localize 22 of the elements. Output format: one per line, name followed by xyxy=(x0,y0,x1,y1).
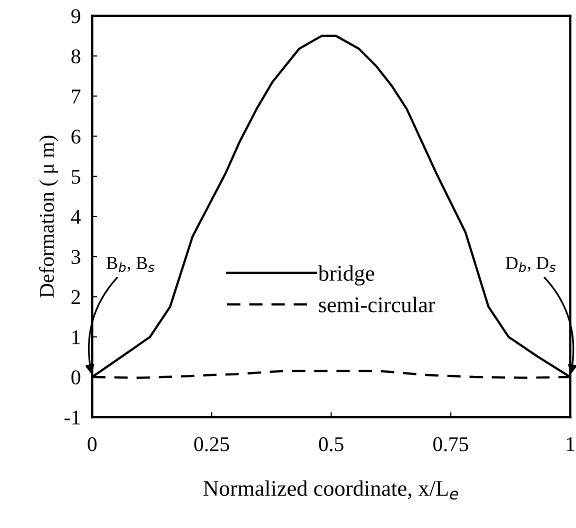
y-tick-label: 9 xyxy=(71,9,80,24)
x-axis-title: Normalized coordinate, x/L$_{e}$ xyxy=(204,480,458,500)
y-tick-label: 5 xyxy=(72,170,80,184)
x-tick-label: 0.25 xyxy=(194,437,230,452)
y-tick-label: 8 xyxy=(71,49,80,64)
y-axis-title: Deformation ( μ m) xyxy=(39,136,58,298)
annotation: D$_{b}$, D$_{s}$ xyxy=(506,257,556,272)
legend-label: semi-circular xyxy=(319,296,436,312)
y-tick-label: 1 xyxy=(72,330,80,344)
y-tick-label: 3 xyxy=(72,250,80,264)
x-tick-label: 0 xyxy=(88,437,97,452)
y-tick-label: -1 xyxy=(64,410,80,424)
x-tick-label: 0.5 xyxy=(318,437,344,452)
y-tick-label: 4 xyxy=(71,210,81,224)
annotation: B$_{b}$, B$_{s}$ xyxy=(106,257,154,272)
y-tick-label: 2 xyxy=(72,290,80,304)
y-tick-label: 6 xyxy=(72,130,80,144)
y-tick-label: 7 xyxy=(72,90,80,104)
legend-label: bridge xyxy=(318,265,374,286)
x-tick-label: 0.75 xyxy=(433,437,468,452)
y-tick-label: 0 xyxy=(71,370,80,384)
x-tick-label: 1 xyxy=(566,437,574,452)
